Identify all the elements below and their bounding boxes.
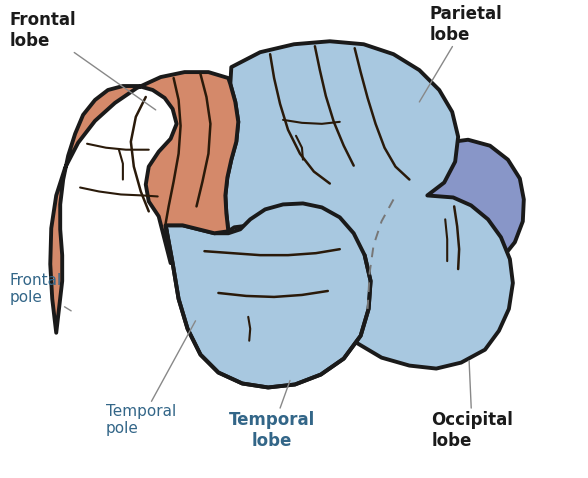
- Text: Temporal
lobe: Temporal lobe: [229, 380, 315, 450]
- Polygon shape: [50, 72, 238, 333]
- Text: Occipital
lobe: Occipital lobe: [431, 360, 513, 450]
- Text: Parietal
lobe: Parietal lobe: [419, 5, 502, 102]
- Polygon shape: [393, 140, 524, 269]
- Text: Temporal
pole: Temporal pole: [106, 321, 195, 436]
- Polygon shape: [166, 204, 370, 388]
- Text: Frontal
pole: Frontal pole: [9, 273, 71, 311]
- Polygon shape: [225, 41, 513, 369]
- Text: Frontal
lobe: Frontal lobe: [9, 11, 156, 110]
